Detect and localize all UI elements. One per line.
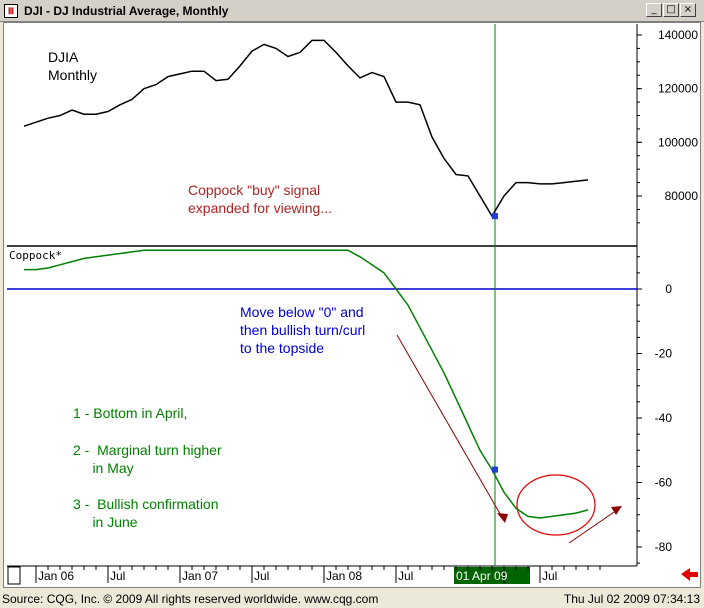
x-tick-label: Jul <box>110 569 125 583</box>
status-timestamp: Thu Jul 02 2009 07:34:13 <box>563 592 700 606</box>
price-y-tick-label: 100000 <box>658 135 698 149</box>
annotation-buy-signal-line2: expanded for viewing... <box>188 200 332 216</box>
coppock-y-tick-label: -20 <box>655 347 673 361</box>
x-tick-label: Jul <box>254 569 269 583</box>
x-axis-ticks: Jan 06 Jul Jan 07 Jul Jan 08 Jul 01 Apr 09 Jul <box>35 566 601 583</box>
scroll-box[interactable] <box>7 566 21 585</box>
annotation-point-3-line2: in June <box>73 514 138 530</box>
arrow-to-bottom-head <box>497 513 508 523</box>
coppock-y-tick-label: -40 <box>655 411 673 425</box>
window-titlebar: Ⅲ DJI - DJ Industrial Average, Monthly _… <box>0 0 704 22</box>
price-y-tick-label: 80000 <box>665 189 699 203</box>
x-tick-label: Jul <box>398 569 413 583</box>
bottom-highlight-ellipse <box>516 474 596 536</box>
price-y-tick-label: 120000 <box>658 82 698 96</box>
annotation-buy-signal-line1: Coppock "buy" signal <box>188 182 320 198</box>
series-line-coppock <box>24 249 589 519</box>
annotation-move-below-line2: then bullish turn/curl <box>240 322 365 338</box>
annotation-move-below-line1: Move below "0" and <box>240 304 364 320</box>
price-cursor-marker <box>492 213 498 220</box>
arrow-to-upside-head <box>611 506 622 515</box>
annotation-point-2-line2: in May <box>73 460 134 476</box>
x-tick-label: Jan 06 <box>38 569 74 583</box>
status-bar: Source: CQG, Inc. © 2009 All rights rese… <box>0 589 704 608</box>
x-tick-label: 01 Apr 09 <box>456 569 508 583</box>
annotation-point-3-line1: 3 - Bullish confirmation <box>73 496 219 512</box>
coppock-y-ticks: 0 -20 -40 -60 -80 <box>637 256 673 564</box>
minimize-button[interactable]: _ <box>646 3 662 17</box>
coppock-panel-title: Coppock* <box>9 249 62 262</box>
window-title: DJI - DJ Industrial Average, Monthly <box>24 4 229 18</box>
x-tick-label: Jul <box>542 569 557 583</box>
price-y-ticks: 80000 100000 120000 140000 <box>637 28 699 224</box>
price-panel-title-line1: DJIA <box>48 49 79 65</box>
coppock-y-tick-label: 0 <box>665 282 672 296</box>
annotation-point-2-line1: 2 - Marginal turn higher <box>73 442 222 458</box>
arrow-to-upside <box>568 507 621 544</box>
x-tick-label: Jan 08 <box>326 569 362 583</box>
app-icon: Ⅲ <box>4 4 18 18</box>
series-line-djia <box>23 39 589 218</box>
coppock-cursor-marker <box>492 466 498 473</box>
coppock-y-tick-label: -80 <box>655 540 673 554</box>
chart-frame <box>3 22 701 588</box>
maximize-button[interactable]: □ <box>663 3 679 17</box>
coppock-y-tick-label: -60 <box>655 476 673 490</box>
price-y-tick-label: 140000 <box>658 28 698 42</box>
annotation-point-1: 1 - Bottom in April, <box>73 405 187 421</box>
price-panel-title-line2: Monthly <box>48 67 97 83</box>
close-button[interactable]: × <box>680 3 696 17</box>
x-axis-highlight-bg <box>454 567 530 584</box>
arrow-to-bottom <box>396 334 504 520</box>
annotation-move-below-line3: to the topside <box>240 340 324 356</box>
scroll-left-arrow-icon[interactable] <box>681 568 698 581</box>
x-tick-label: Jan 07 <box>182 569 218 583</box>
cursor-markers <box>492 213 498 473</box>
chart-canvas: 80000 100000 120000 140000 0 -20 -40 -60 -80 Ja… <box>7 24 699 585</box>
status-source: Source: CQG, Inc. © 2009 All rights rese… <box>2 592 379 606</box>
